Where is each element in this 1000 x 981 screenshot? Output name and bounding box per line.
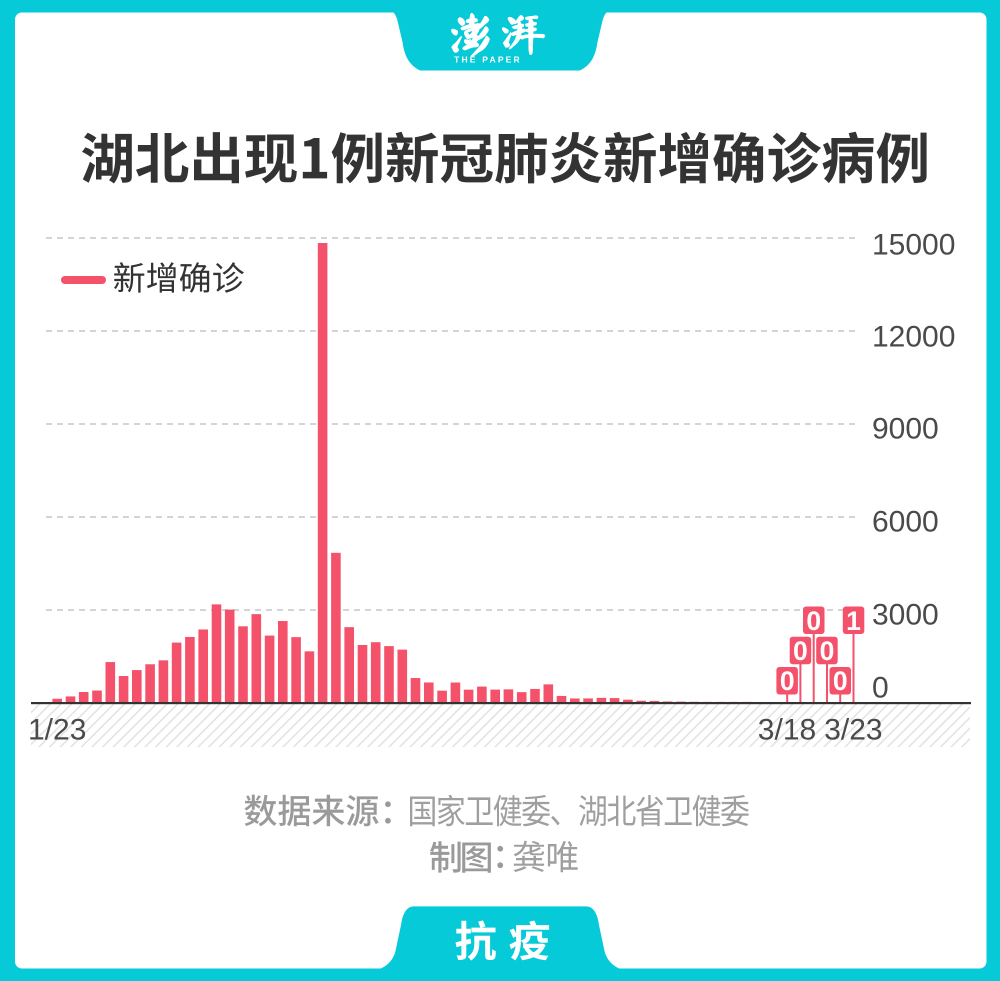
- svg-text:THE PAPER: THE PAPER: [454, 54, 522, 64]
- svg-text:1/23: 1/23: [28, 714, 86, 747]
- svg-text:12000: 12000: [872, 321, 955, 354]
- svg-text:3/18: 3/18: [758, 714, 816, 747]
- svg-text:0: 0: [780, 666, 795, 696]
- svg-text:0: 0: [872, 672, 889, 705]
- svg-text:0: 0: [820, 636, 835, 666]
- svg-text:0: 0: [806, 606, 821, 636]
- svg-text:15000: 15000: [872, 229, 955, 262]
- svg-text:0: 0: [793, 636, 808, 666]
- svg-text:3000: 3000: [872, 599, 939, 632]
- svg-text:6000: 6000: [872, 506, 939, 539]
- svg-text:0: 0: [833, 666, 848, 696]
- svg-text:3/23: 3/23: [824, 714, 882, 747]
- svg-text:1: 1: [846, 606, 861, 636]
- svg-text:9000: 9000: [872, 413, 939, 446]
